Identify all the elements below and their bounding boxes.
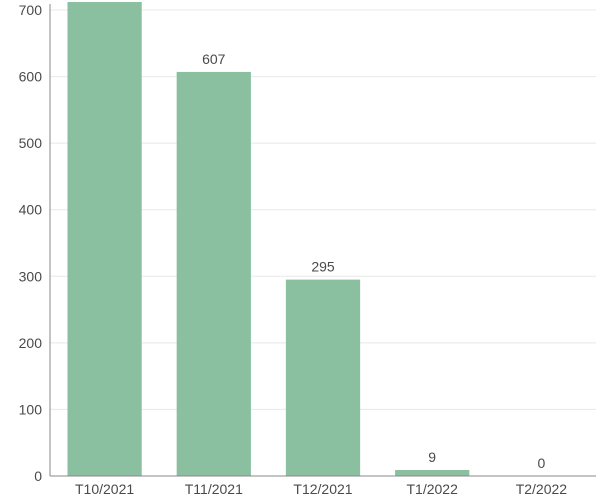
bar-value-label: 9 <box>428 449 436 465</box>
bar <box>67 2 141 476</box>
bar <box>395 470 469 476</box>
y-axis-label: 700 <box>19 2 43 18</box>
y-axis-label: 600 <box>19 69 43 85</box>
y-axis-label: 300 <box>19 268 43 284</box>
x-axis-label: T12/2021 <box>293 481 352 497</box>
bar-value-label: 295 <box>311 259 335 275</box>
bar <box>177 72 251 476</box>
y-axis-label: 500 <box>19 135 43 151</box>
y-axis-label: 100 <box>19 401 43 417</box>
bar-value-label: 607 <box>202 51 226 67</box>
x-axis-label: T11/2021 <box>185 481 243 497</box>
y-axis-label: 200 <box>19 335 43 351</box>
y-axis-label: 0 <box>34 468 42 484</box>
bar-value-label: 0 <box>538 455 546 471</box>
x-axis-label: T10/2021 <box>75 481 134 497</box>
x-axis-label: T2/2022 <box>516 481 568 497</box>
bar-chart: 712T10/2021607T11/2021295T12/20219T1/202… <box>0 0 604 503</box>
bar <box>286 280 360 476</box>
x-axis-label: T1/2022 <box>407 481 459 497</box>
y-axis-label: 400 <box>19 202 43 218</box>
